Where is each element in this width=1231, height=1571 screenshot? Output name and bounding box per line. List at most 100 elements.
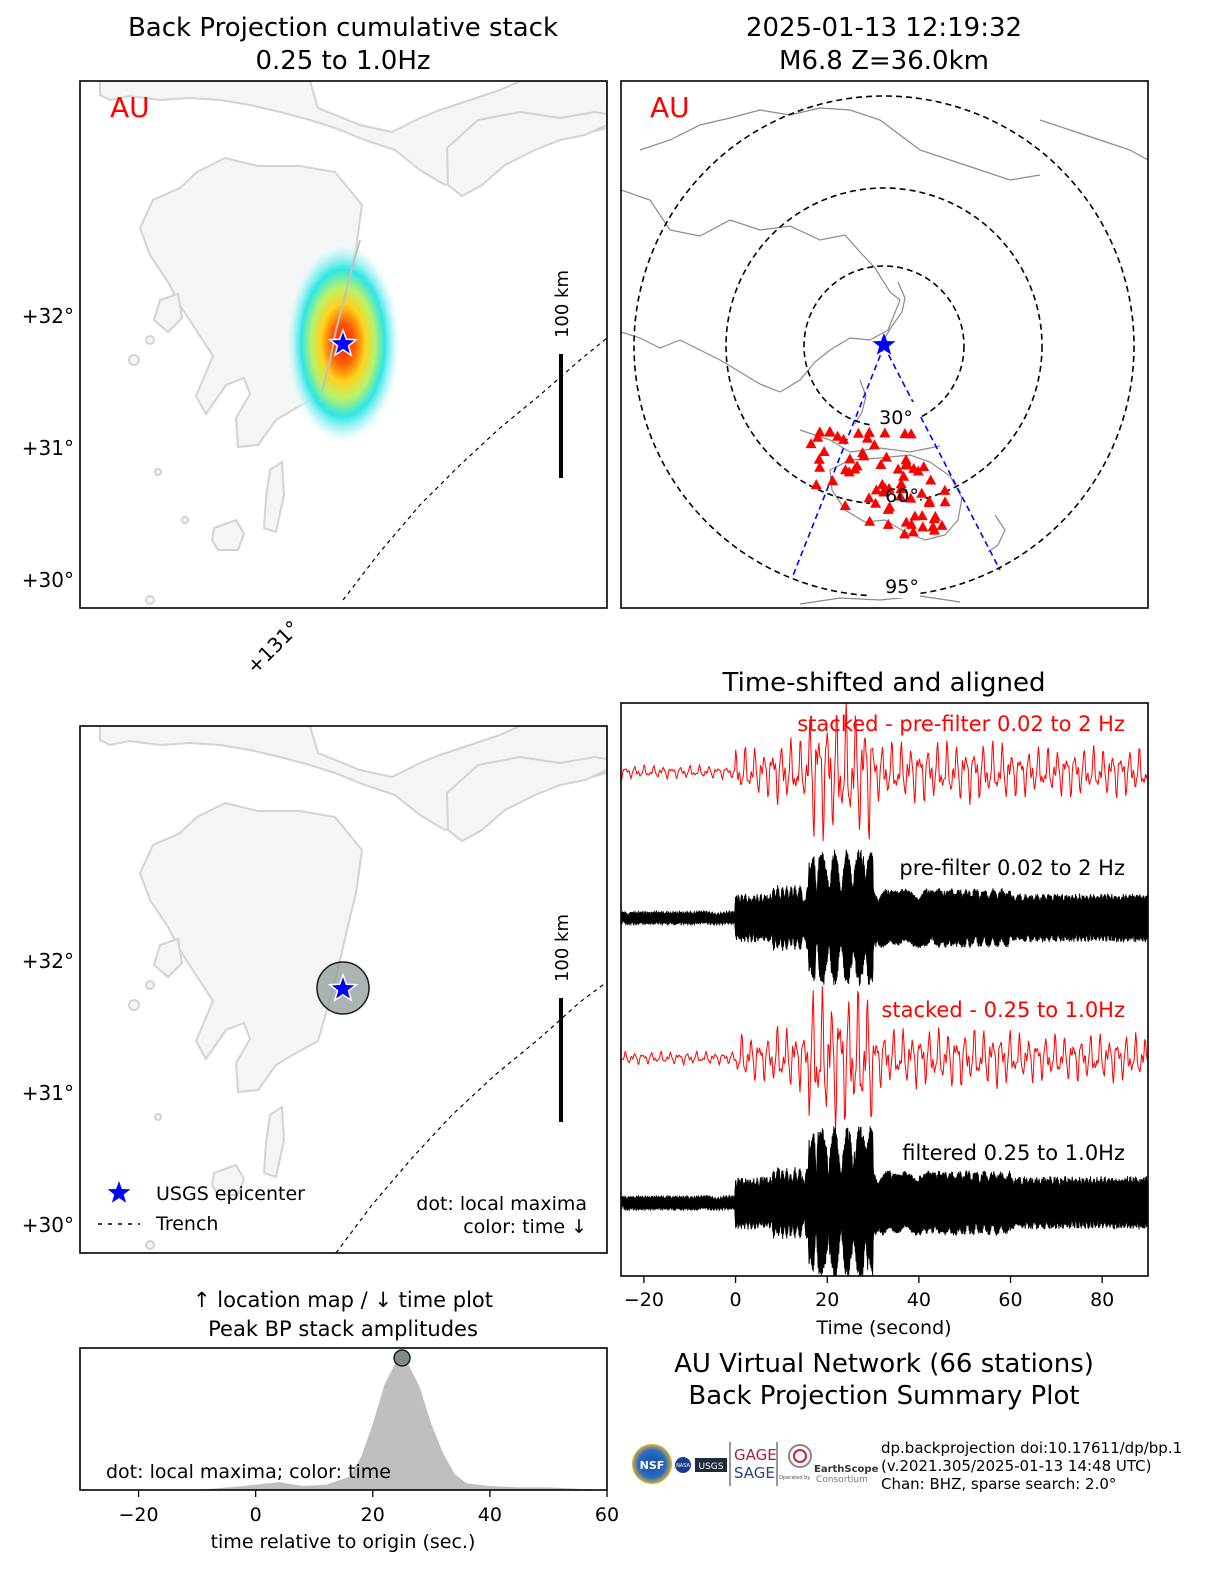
peak-tick-label: 0 [250,1504,262,1526]
location-note-color: color: time ↓ [463,1216,587,1238]
station-marker-25 [925,474,937,485]
ring-label-60: 60° [885,485,919,507]
station-marker-45 [894,490,906,501]
stacked-filtered-trace [621,986,1148,1130]
peak-panel-subtitle: Peak BP stack amplitudes [208,1317,478,1341]
tanegashima-land-2 [262,1105,286,1179]
prefilter-trace-39 [621,854,1148,985]
usgs-logo-text: USGS [699,1462,724,1472]
station-marker-48 [917,521,929,532]
peak-tick-label: −20 [119,1504,159,1526]
sage-logo-text: SAGE [734,1464,775,1482]
station-marker-38 [936,519,948,530]
earthscope-logo: Operated by EarthScope Consortium [779,1444,879,1485]
stack-panel-title: Back Projection cumulative stack [128,13,558,43]
station-marker-28 [839,500,851,511]
stack-lat-tick-30: +30° [22,568,74,592]
station-marker-22 [883,482,895,493]
map-legend: USGS epicenter Trench [98,1181,305,1235]
station-marker-15 [918,461,930,472]
stack-trench-line [342,337,607,601]
station-marker-7 [844,453,856,464]
stack-lat-tick-31: +31° [22,436,74,460]
philippines-coastline [854,379,867,425]
station-marker-49 [923,497,935,508]
peak-x-ticks: −20 0 20 40 60 [119,1490,619,1526]
location-trench-line [335,981,607,1253]
station-marker-52 [895,478,907,489]
ring-label-95: 95° [885,576,919,598]
peak-note: dot: local maxima; color: time [106,1461,391,1483]
yakushima-land [210,518,246,551]
station-marker-8 [858,450,870,461]
station-marker-68 [861,432,873,443]
location-note-maxima: dot: local maxima [416,1193,587,1215]
peak-tick-label: 40 [478,1504,502,1526]
siberia-coastline [639,107,1041,181]
station-marker-5 [827,475,839,486]
peak-tick-label: 60 [595,1504,619,1526]
station-marker-62 [812,431,824,442]
station-marker-13 [880,451,892,462]
summary-network-title: AU Virtual Network (66 stations) [674,1349,1094,1379]
station-marker-32 [882,518,894,529]
traces-x-ticks: −20 0 20 40 60 80 [624,1276,1114,1311]
filtered-trace-39 [621,1138,1148,1276]
station-marker-61 [838,433,850,444]
indonesia-coastline [799,429,941,453]
earthscope-operated-text: Operated by [779,1475,810,1481]
earthscope-consortium-text: Consortium [816,1475,868,1485]
stack-panel-subtitle: 0.25 to 1.0Hz [255,46,430,76]
station-marker-65 [824,426,836,437]
station-marker-19 [876,478,888,489]
distance-ring-60 [725,187,1043,505]
usgs-logo: USGS [695,1458,727,1472]
amakusa-land [152,292,184,334]
label-filtered: filtered 0.25 to 1.0Hz [902,1141,1125,1165]
trace-tick-label: 0 [730,1289,742,1311]
shikoku-land [445,110,607,198]
station-marker-54 [927,521,939,532]
traces-panel: Time-shifted and aligned stacked - pre-f… [620,668,1149,1339]
station-marker-64 [899,428,911,439]
stack-scale-label: 100 km [552,270,573,338]
station-marker-58 [868,439,880,450]
antarctica-coastline [799,595,961,605]
yakushima-land-2 [210,1163,246,1196]
station-marker-67 [852,427,864,438]
stack-lon-tick-131: +131° [242,616,305,679]
station-marker-39 [916,510,928,521]
location-lat-tick-30: +30° [22,1213,74,1237]
ring-label-30: 30° [879,407,913,429]
legend-trench-label: Trench [155,1213,218,1235]
station-marker-63 [832,430,844,441]
station-markers [805,426,951,539]
event-magnitude-depth: M6.8 Z=36.0km [779,46,989,76]
station-marker-53 [929,510,941,521]
globe-panel: 2025-01-13 12:19:32 M6.8 Z=36.0km 30° 6 [620,13,1149,609]
stack-epicenter-star-icon [327,327,359,358]
footer-channel: Chan: BHZ, sparse search: 2.0° [881,1475,1116,1493]
azimuth-line-left [791,345,885,579]
station-marker-66 [879,427,891,438]
trace-tick-label: 60 [998,1289,1022,1311]
station-marker-10 [818,446,830,457]
peak-xlabel: time relative to origin (sec.) [211,1531,476,1553]
station-marker-9 [849,463,861,474]
location-lat-tick-31: +31° [22,1081,74,1105]
legend-star-icon [107,1181,131,1203]
station-marker-29 [909,510,921,521]
location-panel: 100 km +32° +31° +30° USGS epicenter Tre… [22,725,608,1254]
station-marker-14 [898,470,910,481]
station-marker-26 [875,459,887,470]
station-marker-20 [892,463,904,474]
location-epicenter-star-icon [327,972,359,1003]
amakusa-land-2 [152,937,184,979]
legend-epicenter-label: USGS epicenter [156,1183,305,1205]
trace-tick-label: 20 [815,1289,839,1311]
tanegashima-land [262,460,286,534]
shikoku-land-2 [445,755,607,843]
trace-layer [621,703,1148,1276]
station-marker-24 [912,465,924,476]
